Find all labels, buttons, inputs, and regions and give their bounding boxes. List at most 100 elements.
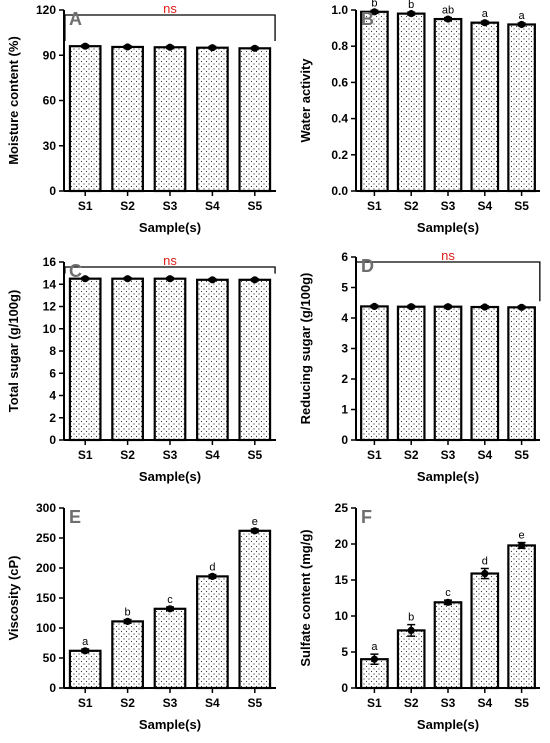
x-tick-label: S5 (514, 448, 529, 462)
y-tick-label: 10 (335, 609, 349, 623)
bar-s5 (238, 47, 272, 193)
mean-point (81, 275, 89, 283)
y-tick-label: 1.0 (331, 3, 348, 17)
bar-s5 (507, 23, 536, 193)
mean-point (166, 605, 174, 613)
y-tick-label: 90 (43, 48, 57, 62)
mean-point (370, 302, 378, 311)
significance-letter: d (209, 562, 215, 574)
y-tick-label: 15 (335, 573, 349, 587)
x-tick-label: S1 (367, 696, 382, 710)
bar-s4 (470, 572, 500, 690)
x-tick-label: S5 (247, 199, 262, 213)
x-tick-label: S1 (367, 199, 382, 213)
bar-s4 (470, 305, 500, 442)
y-tick-label: 0.6 (331, 75, 348, 89)
x-tick-label: S1 (78, 199, 93, 213)
significance-letter: b (125, 607, 131, 619)
y-tick-label: 14 (43, 277, 57, 291)
bar-s2 (111, 277, 144, 442)
mean-point (481, 19, 489, 27)
mean-point (124, 617, 132, 626)
y-tick-label: 16 (43, 255, 57, 269)
y-axis-label: Sulfate content (mg/g) (298, 529, 313, 666)
x-tick-label: S1 (367, 448, 382, 462)
x-axis-label: Sample(s) (417, 469, 479, 484)
mean-point (444, 15, 452, 23)
panel-letter: A (69, 9, 82, 29)
y-tick-label: 200 (36, 561, 56, 575)
significance-letter: a (371, 641, 378, 653)
bar-s1 (360, 305, 389, 442)
mean-point (208, 276, 216, 284)
x-tick-label: S2 (404, 448, 419, 462)
significance-letter: d (482, 555, 488, 567)
x-axis-label: Sample(s) (139, 717, 201, 732)
mean-point (166, 275, 174, 283)
significance-letter: b (408, 0, 414, 11)
ns-label: ns (163, 1, 177, 16)
mean-point (370, 655, 378, 663)
y-axis-label: Moisture content (%) (6, 36, 21, 165)
mean-point (124, 275, 132, 283)
y-tick-label: 6 (341, 250, 348, 264)
y-axis-label: Reducing sugar (g/100g) (298, 273, 313, 425)
bar-s3 (153, 607, 187, 690)
panel-letter: C (69, 261, 82, 281)
x-tick-label: S3 (163, 199, 178, 213)
y-tick-label: 5 (341, 281, 348, 295)
y-tick-label: 2 (341, 372, 348, 386)
mean-point (518, 20, 526, 29)
x-tick-label: S3 (163, 448, 178, 462)
mean-point (251, 527, 259, 535)
y-tick-label: 60 (43, 94, 57, 108)
y-tick-label: 20 (335, 537, 349, 551)
x-tick-label: S4 (205, 696, 220, 710)
panel-letter: D (361, 256, 374, 276)
x-axis-label: Sample(s) (139, 469, 201, 484)
significance-letter: ab (442, 5, 454, 17)
x-tick-label: S4 (477, 448, 492, 462)
bar-s1 (68, 649, 102, 690)
mean-point (407, 10, 415, 18)
bar-s1 (68, 45, 102, 193)
y-tick-label: 250 (36, 531, 56, 545)
x-axis-label: Sample(s) (417, 717, 479, 732)
bar-s3 (433, 305, 463, 442)
significance-letter: c (167, 594, 173, 606)
bar-s1 (68, 277, 102, 442)
x-tick-label: S4 (205, 199, 220, 213)
significance-letter: b (371, 0, 377, 9)
mean-point (444, 303, 452, 311)
bar-s2 (111, 620, 144, 690)
x-tick-label: S2 (120, 199, 135, 213)
x-axis-label: Sample(s) (139, 220, 201, 235)
significance-letter: e (252, 516, 258, 528)
mean-point (481, 569, 489, 578)
mean-point (124, 43, 132, 51)
x-tick-label: S4 (205, 448, 220, 462)
y-tick-label: 8 (49, 344, 56, 358)
bar-s5 (507, 306, 536, 442)
significance-bracket (64, 266, 276, 274)
x-tick-label: S5 (514, 696, 529, 710)
ns-label: ns (163, 253, 177, 268)
y-tick-label: 1 (341, 403, 348, 417)
mean-point (208, 44, 216, 52)
x-tick-label: S1 (78, 448, 93, 462)
mean-point (166, 43, 174, 51)
mean-point (251, 44, 259, 52)
significance-letter: e (519, 530, 525, 542)
y-axis-label: Total sugar (g/100g) (6, 290, 21, 413)
bar-s2 (396, 12, 426, 193)
x-tick-label: S2 (404, 199, 419, 213)
y-tick-label: 6 (49, 366, 56, 380)
x-tick-label: S5 (247, 696, 262, 710)
x-tick-label: S2 (404, 696, 419, 710)
chart-panel-c: 0 2 4 6 8 10 12 14 16 Total sugar (g/100g) Sample(… (6, 253, 276, 484)
y-tick-label: 150 (36, 591, 56, 605)
y-tick-label: 0 (49, 681, 56, 695)
y-tick-label: 120 (36, 3, 56, 17)
panel-letter: F (361, 507, 372, 527)
